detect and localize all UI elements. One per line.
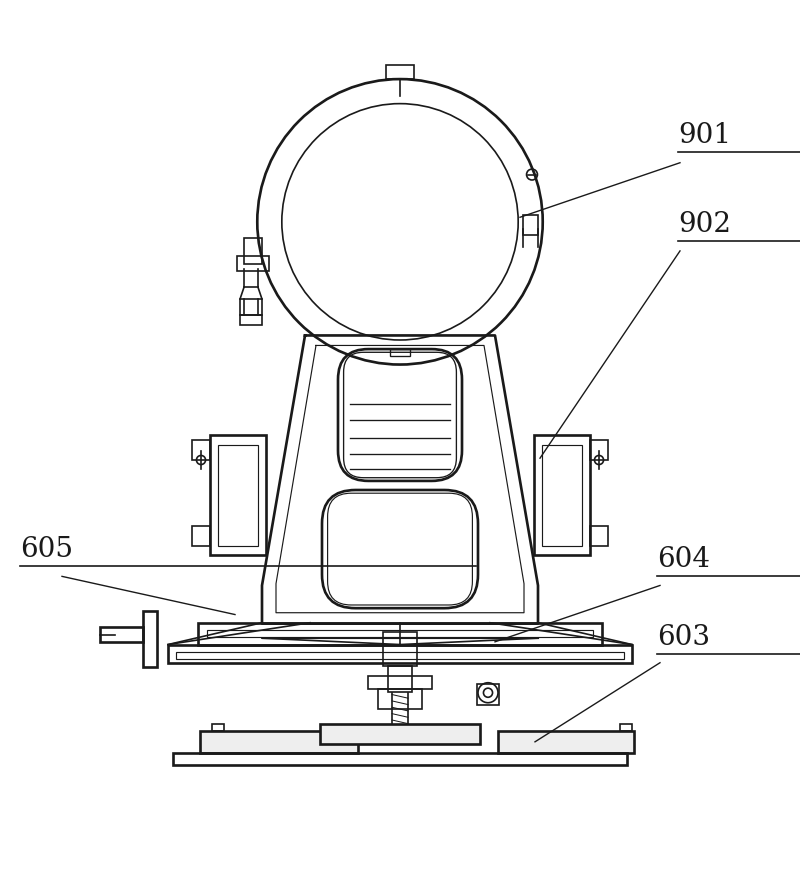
Bar xyxy=(320,723,480,744)
Bar xyxy=(212,723,224,731)
Bar xyxy=(378,689,422,709)
Bar xyxy=(176,652,624,659)
Bar xyxy=(390,349,410,356)
Bar xyxy=(498,731,634,752)
Bar xyxy=(100,627,143,642)
Bar xyxy=(386,65,414,79)
Bar xyxy=(244,238,262,264)
Bar xyxy=(383,632,417,666)
Text: 603: 603 xyxy=(657,624,710,651)
Bar xyxy=(542,444,582,546)
Text: 604: 604 xyxy=(657,546,710,573)
Bar xyxy=(523,215,538,235)
Text: 605: 605 xyxy=(20,536,73,562)
Bar xyxy=(477,684,499,706)
Bar xyxy=(590,440,608,460)
Bar xyxy=(173,752,627,766)
Text: 901: 901 xyxy=(678,122,731,149)
Bar xyxy=(237,256,269,271)
Bar xyxy=(207,630,593,637)
Bar xyxy=(192,526,210,546)
Bar xyxy=(198,623,602,644)
Bar xyxy=(240,299,262,315)
Bar xyxy=(368,677,432,689)
Bar xyxy=(388,666,412,692)
Bar xyxy=(620,723,632,731)
Bar xyxy=(218,444,258,546)
Bar xyxy=(192,440,210,460)
Bar xyxy=(590,526,608,546)
Bar xyxy=(534,436,590,555)
Bar xyxy=(168,644,632,663)
Bar xyxy=(143,611,157,667)
Bar xyxy=(240,315,262,325)
Bar xyxy=(200,731,358,752)
Text: 902: 902 xyxy=(678,211,731,238)
Bar xyxy=(210,436,266,555)
